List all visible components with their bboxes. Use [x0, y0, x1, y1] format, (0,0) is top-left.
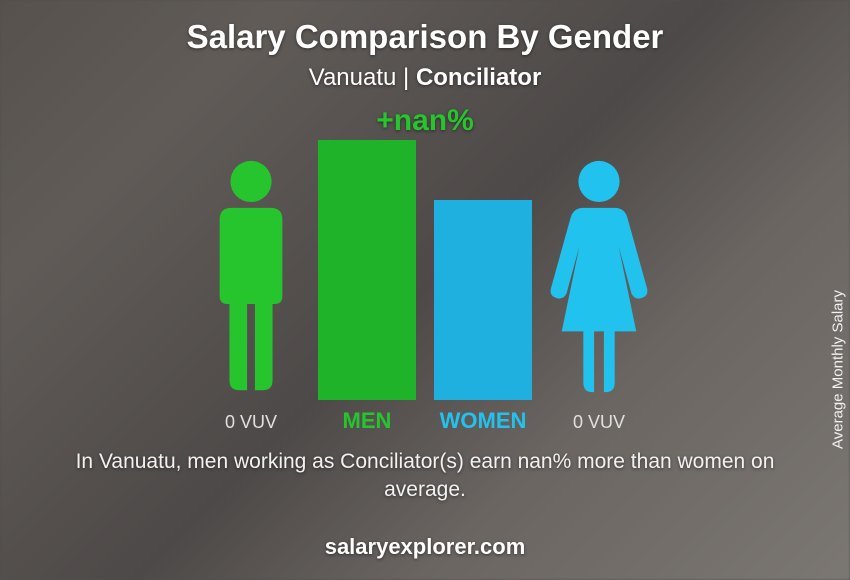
content-container: Salary Comparison By Gender Vanuatu | Co… — [0, 0, 850, 580]
men-icon-column — [202, 155, 300, 400]
subtitle-location: Vanuatu — [309, 64, 397, 91]
female-icon — [550, 155, 648, 400]
page-subtitle: Vanuatu | Conciliator — [309, 64, 542, 92]
subtitle-separator: | — [396, 64, 416, 91]
male-icon — [202, 155, 300, 400]
page-title: Salary Comparison By Gender — [187, 18, 664, 56]
women-icon-column — [550, 155, 648, 400]
women-bar — [434, 200, 532, 400]
footer-text: salaryexplorer.com — [0, 534, 850, 560]
women-category-label: WOMEN — [434, 408, 532, 434]
percentage-label: +nan% — [376, 104, 474, 138]
men-category-label: MEN — [318, 408, 416, 434]
labels-row: 0 VUV MEN WOMEN 0 VUV — [145, 408, 705, 434]
y-axis-label: Average Monthly Salary — [830, 290, 847, 449]
subtitle-role: Conciliator — [416, 64, 541, 91]
men-bar — [318, 140, 416, 400]
bars-row — [145, 140, 705, 400]
summary-text: In Vanuatu, men working as Conciliator(s… — [75, 448, 775, 505]
chart-area: +nan% — [145, 104, 705, 434]
men-value-label: 0 VUV — [202, 412, 300, 433]
women-value-label: 0 VUV — [550, 412, 648, 433]
